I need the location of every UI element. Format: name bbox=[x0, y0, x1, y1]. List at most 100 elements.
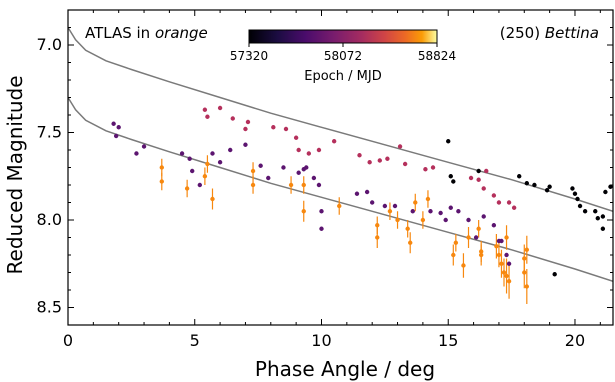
data-point bbox=[491, 223, 497, 228]
data-point bbox=[608, 184, 613, 189]
data-point bbox=[296, 147, 301, 153]
data-point bbox=[111, 121, 116, 126]
data-point bbox=[210, 196, 215, 202]
data-point bbox=[283, 126, 289, 132]
data-point bbox=[453, 240, 459, 245]
instrument-annotation-italic: orange bbox=[155, 24, 208, 42]
data-point bbox=[316, 182, 322, 188]
y-tick-label: 7.5 bbox=[37, 123, 62, 142]
data-point bbox=[451, 179, 456, 184]
data-point bbox=[190, 168, 195, 174]
data-point bbox=[524, 181, 530, 186]
data-point bbox=[184, 186, 190, 191]
data-point bbox=[438, 210, 443, 216]
data-point bbox=[354, 191, 360, 196]
y-tick-label: 8.0 bbox=[37, 210, 62, 229]
data-point bbox=[484, 168, 489, 174]
data-point bbox=[517, 174, 522, 179]
model-curve-1 bbox=[68, 27, 613, 213]
data-point bbox=[499, 261, 504, 266]
data-point bbox=[375, 223, 380, 228]
x-tick-label: 15 bbox=[438, 331, 458, 350]
data-point bbox=[311, 175, 317, 181]
data-point bbox=[250, 168, 256, 174]
data-point bbox=[593, 209, 598, 214]
data-point bbox=[301, 182, 306, 188]
data-point bbox=[405, 226, 410, 231]
data-point bbox=[506, 261, 512, 266]
data-point bbox=[461, 263, 466, 268]
data-point bbox=[491, 193, 497, 198]
data-point bbox=[113, 133, 119, 139]
data-point bbox=[511, 205, 517, 210]
data-point bbox=[544, 188, 550, 193]
data-point bbox=[385, 156, 390, 161]
y-tick-label: 8.5 bbox=[37, 298, 62, 317]
data-point bbox=[377, 158, 382, 163]
y-axis-label: Reduced Magnitude bbox=[3, 76, 27, 275]
data-point bbox=[210, 151, 215, 156]
data-point bbox=[552, 272, 557, 277]
colorbar-label: Epoch / MJD bbox=[304, 69, 382, 84]
data-point bbox=[205, 114, 210, 119]
data-point bbox=[217, 160, 223, 165]
data-point bbox=[316, 147, 322, 153]
data-point bbox=[245, 119, 251, 125]
data-point bbox=[504, 252, 509, 258]
data-point bbox=[476, 177, 481, 182]
data-point bbox=[481, 186, 486, 191]
data-point bbox=[524, 284, 530, 289]
data-point bbox=[397, 144, 403, 149]
data-point bbox=[410, 209, 415, 214]
y-ticks: 7.0 7.5 8.0 8.5 bbox=[37, 27, 613, 326]
data-point bbox=[423, 167, 428, 172]
data-point bbox=[572, 191, 578, 196]
data-point bbox=[575, 196, 580, 202]
data-point bbox=[141, 144, 147, 149]
data-point bbox=[319, 209, 324, 214]
x-tick-label: 20 bbox=[565, 331, 585, 350]
data-point bbox=[532, 182, 537, 188]
data-point bbox=[202, 107, 208, 112]
data-point bbox=[243, 142, 248, 147]
x-tick-label: 0 bbox=[63, 331, 73, 350]
data-point bbox=[116, 125, 121, 130]
instrument-annotation: ATLAS in orange bbox=[85, 24, 208, 42]
model-curves bbox=[68, 27, 613, 283]
data-point bbox=[443, 217, 448, 223]
data-point bbox=[159, 165, 164, 170]
data-point bbox=[202, 174, 208, 179]
data-point bbox=[506, 200, 512, 205]
data-point bbox=[468, 175, 474, 181]
data-point bbox=[230, 116, 235, 121]
data-point bbox=[466, 217, 471, 223]
data-point bbox=[364, 189, 370, 195]
x-ticks: 0 5 10 15 20 bbox=[63, 10, 601, 350]
data-point bbox=[448, 174, 453, 179]
y-tick-label: 7.0 bbox=[37, 35, 62, 54]
data-point bbox=[595, 216, 600, 221]
data-point bbox=[428, 209, 433, 214]
data-point bbox=[481, 214, 486, 219]
data-point bbox=[496, 252, 502, 258]
data-point bbox=[369, 200, 375, 205]
data-point bbox=[506, 279, 512, 284]
data-point bbox=[288, 182, 294, 188]
instrument-annotation-prefix: ATLAS in bbox=[85, 24, 155, 42]
data-point bbox=[243, 126, 248, 132]
data-point bbox=[187, 156, 192, 161]
data-point bbox=[301, 209, 306, 214]
data-point bbox=[425, 196, 431, 202]
colorbar-tick-label-max: 58824 bbox=[418, 49, 456, 63]
data-point bbox=[456, 209, 461, 214]
data-point bbox=[476, 226, 481, 231]
data-point bbox=[134, 151, 139, 156]
target-annotation-prefix: (250) bbox=[500, 24, 545, 42]
colorbar-gradient bbox=[248, 29, 438, 44]
data-point bbox=[413, 200, 418, 205]
data-point bbox=[603, 189, 608, 195]
data-point bbox=[331, 139, 337, 144]
data-point bbox=[217, 105, 223, 111]
data-point bbox=[296, 170, 301, 175]
data-point bbox=[582, 209, 588, 214]
